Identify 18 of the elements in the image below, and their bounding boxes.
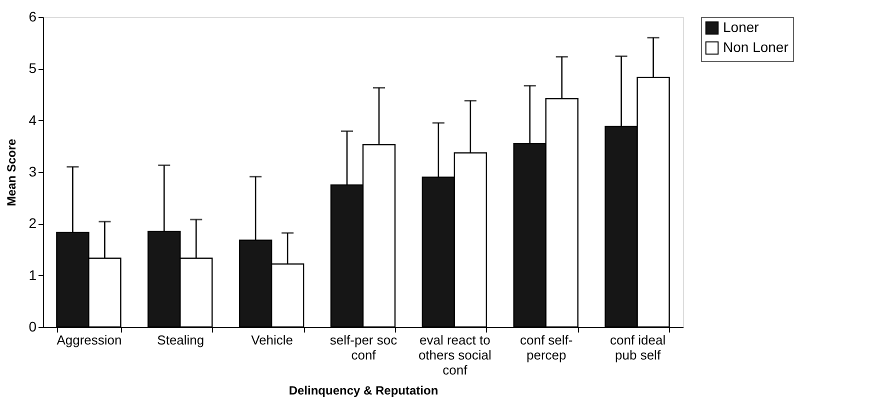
- x-tick-label: Stealing: [157, 332, 204, 348]
- x-tick-label: conf self-percep: [520, 332, 573, 362]
- x-tick-label: self-per soc conf: [330, 332, 398, 362]
- y-axis-title: Mean Score: [4, 138, 19, 206]
- y-tick-label: 6: [28, 8, 37, 24]
- y-tick-label: 0: [28, 318, 37, 334]
- legend-label: Loner: [723, 19, 760, 35]
- y-tick-label: 4: [28, 112, 37, 128]
- x-tick-label: conf ideal pub self: [610, 332, 666, 362]
- x-tick-label: Vehicle: [251, 332, 294, 348]
- y-tick-label: 5: [28, 60, 37, 76]
- y-tick-label: 2: [28, 215, 37, 232]
- legend-label: Non Loner: [723, 39, 789, 55]
- y-tick-label: 1: [28, 266, 37, 283]
- y-tick-label: 3: [28, 164, 37, 180]
- x-tick-label: Aggression: [56, 332, 122, 348]
- x-axis-title: Delinquency & Reputation: [288, 384, 438, 398]
- x-tick-label: eval react to others social conf: [418, 332, 492, 378]
